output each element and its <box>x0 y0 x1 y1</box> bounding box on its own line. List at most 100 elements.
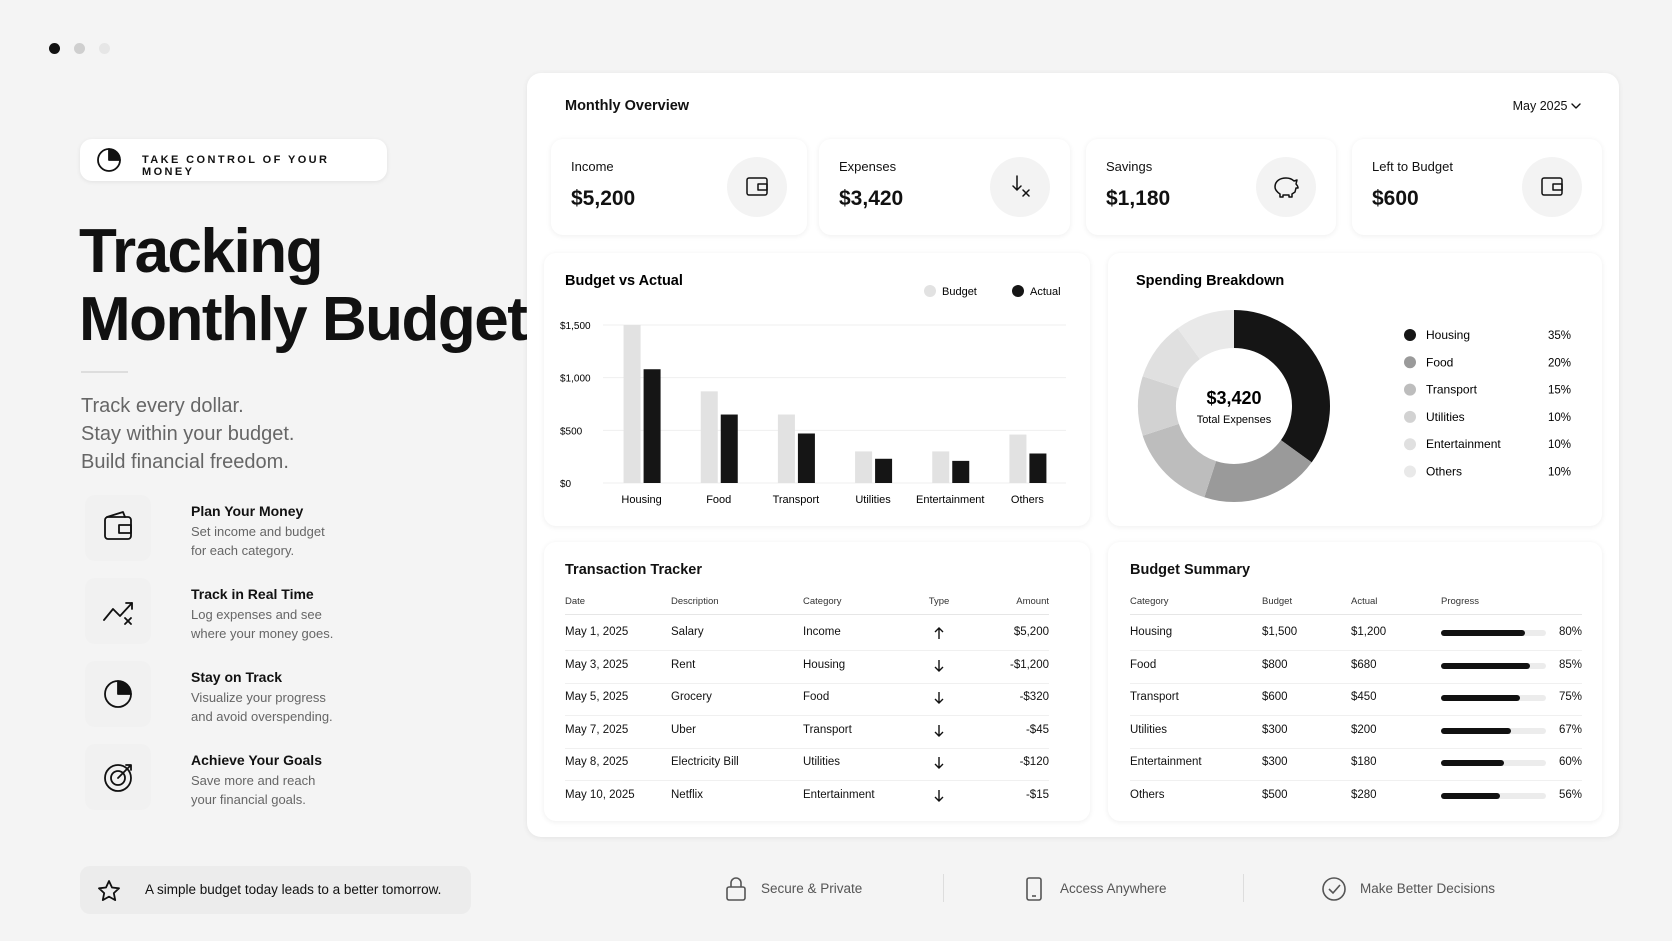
hero-title-line: Tracking <box>79 217 324 286</box>
footer-feature: Secure & Private <box>761 881 863 896</box>
value-label: 20% <box>1548 357 1571 369</box>
stat-card: Left to Budget $600 <box>1352 139 1602 235</box>
pie-slice <box>1138 376 1179 436</box>
bar <box>623 325 641 483</box>
feature-line: your financial goals. <box>191 792 306 807</box>
feature-title: Stay on Track <box>191 669 283 685</box>
progress-bar <box>1441 662 1531 669</box>
x-tick-label: Entertainment <box>916 494 984 506</box>
table-cell: May 8, 2025 <box>565 756 629 769</box>
legend-swatch <box>924 285 936 297</box>
pie-slice <box>1142 328 1200 389</box>
page-dot[interactable] <box>74 43 85 54</box>
badge-icon <box>97 148 121 172</box>
feature-description: Set income and budget for each category. <box>191 522 325 560</box>
type-arrow <box>934 724 944 737</box>
value-label: 15% <box>1548 385 1571 397</box>
legend-label: Actual <box>1030 286 1061 298</box>
stat-value: $3,420 <box>839 187 904 210</box>
table-cell: May 10, 2025 <box>565 789 635 801</box>
row-rule <box>1130 650 1582 651</box>
table-cell: $450 <box>1351 691 1377 704</box>
center-value: $3,420 <box>1206 388 1261 408</box>
legend-label: Budget <box>942 286 977 298</box>
bar <box>777 414 795 483</box>
progress-track <box>1441 630 1546 636</box>
y-tick-label: $1,000 <box>560 374 591 385</box>
stat-card: Savings $1,180 <box>1086 139 1336 235</box>
y-tick-label: $500 <box>560 426 583 437</box>
chart-title: Spending Breakdown <box>1136 273 1284 289</box>
row-rule <box>1130 682 1582 684</box>
y-tick-label: $1,500 <box>560 321 591 332</box>
stat-icon <box>990 157 1050 217</box>
card-title: Transaction Tracker <box>565 562 703 578</box>
bar-chart: Budget vs Actual Budget Actual $0 $500 $1,000… <box>560 273 1066 506</box>
row-rule <box>565 650 1049 651</box>
stat-value: $600 <box>1372 187 1419 210</box>
hero-title: Tracking Monthly Budget <box>79 217 528 354</box>
feature-description: Visualize your progress and avoid overspe… <box>191 688 333 726</box>
row-rule <box>565 780 1049 782</box>
chevron <box>1571 103 1581 109</box>
hero-title-line: Monthly Budget <box>79 285 528 354</box>
feature-icon <box>85 744 151 810</box>
x-tick-label: Transport <box>773 494 820 506</box>
value-label: 10% <box>1548 467 1571 479</box>
progress-bar <box>1441 760 1504 767</box>
feature-description: Log expenses and see where your money goe… <box>191 605 333 643</box>
table-cell: Rent <box>671 658 696 671</box>
table-cell: -$120 <box>1019 756 1049 769</box>
y-tick-label: $0 <box>560 479 572 490</box>
bar <box>875 458 893 483</box>
legend-swatch <box>1404 383 1416 396</box>
row-rule <box>1130 747 1582 749</box>
feature-title: Achieve Your Goals <box>191 752 322 768</box>
header-rule <box>1130 614 1582 615</box>
page-dot[interactable] <box>49 43 60 54</box>
type-arrow <box>934 757 944 770</box>
table-cell: Entertainment <box>1130 756 1202 769</box>
table-cell: $1,500 <box>1262 626 1298 638</box>
row-rule <box>565 715 1049 717</box>
phone-icon <box>1026 877 1042 901</box>
column-header: Amount <box>1016 596 1049 607</box>
legend-swatch <box>1404 465 1416 478</box>
budget-summary-card: Budget Summary Category Budget Actual Progr… <box>1108 542 1602 821</box>
progress-bar <box>1441 630 1525 636</box>
row-rule <box>1130 715 1582 717</box>
table-cell: $800 <box>1262 658 1288 671</box>
stat-value: $5,200 <box>571 187 636 210</box>
progress-label: 67% <box>1558 723 1582 736</box>
table-cell: May 1, 2025 <box>565 626 629 638</box>
page-dot[interactable] <box>99 43 110 54</box>
period-select[interactable]: May 2025 <box>1513 99 1581 113</box>
pie-slice <box>1177 310 1234 360</box>
table-cell: Utilities <box>803 756 841 769</box>
legend-swatch <box>1012 285 1024 297</box>
tagline: Track every dollar. Stay within your bud… <box>81 392 294 476</box>
feature-line: and avoid overspending. <box>191 709 333 724</box>
stat-value: $1,180 <box>1106 187 1171 210</box>
table-cell: Entertainment <box>803 789 875 801</box>
feature-icon <box>85 661 151 727</box>
legend-label: Others <box>1426 465 1462 479</box>
pie-slice <box>1204 440 1312 502</box>
table-cell: Netflix <box>671 789 703 801</box>
table-cell: Salary <box>671 626 704 638</box>
legend-swatch <box>1404 356 1416 369</box>
quote: A simple budget today leads to a better … <box>145 882 442 897</box>
row-rule <box>565 682 1049 684</box>
stat-label: Expenses <box>839 159 897 174</box>
legend-label: Food <box>1426 355 1453 369</box>
table-cell: Uber <box>671 723 696 736</box>
feature-description: Save more and reach your financial goals. <box>191 771 315 809</box>
dashboard-title: Monthly Overview <box>565 98 690 114</box>
column-header: Category <box>803 596 842 607</box>
bar-chart-card: Budget vs Actual Budget Actual $0 $500 $1,000… <box>544 253 1090 526</box>
stat-icon <box>727 157 787 217</box>
table-cell: Housing <box>1130 626 1173 638</box>
footer-feature: Make Better Decisions <box>1360 881 1496 896</box>
transaction-card: Transaction Tracker Date Description Categ… <box>544 542 1090 821</box>
type-arrow <box>934 790 944 802</box>
